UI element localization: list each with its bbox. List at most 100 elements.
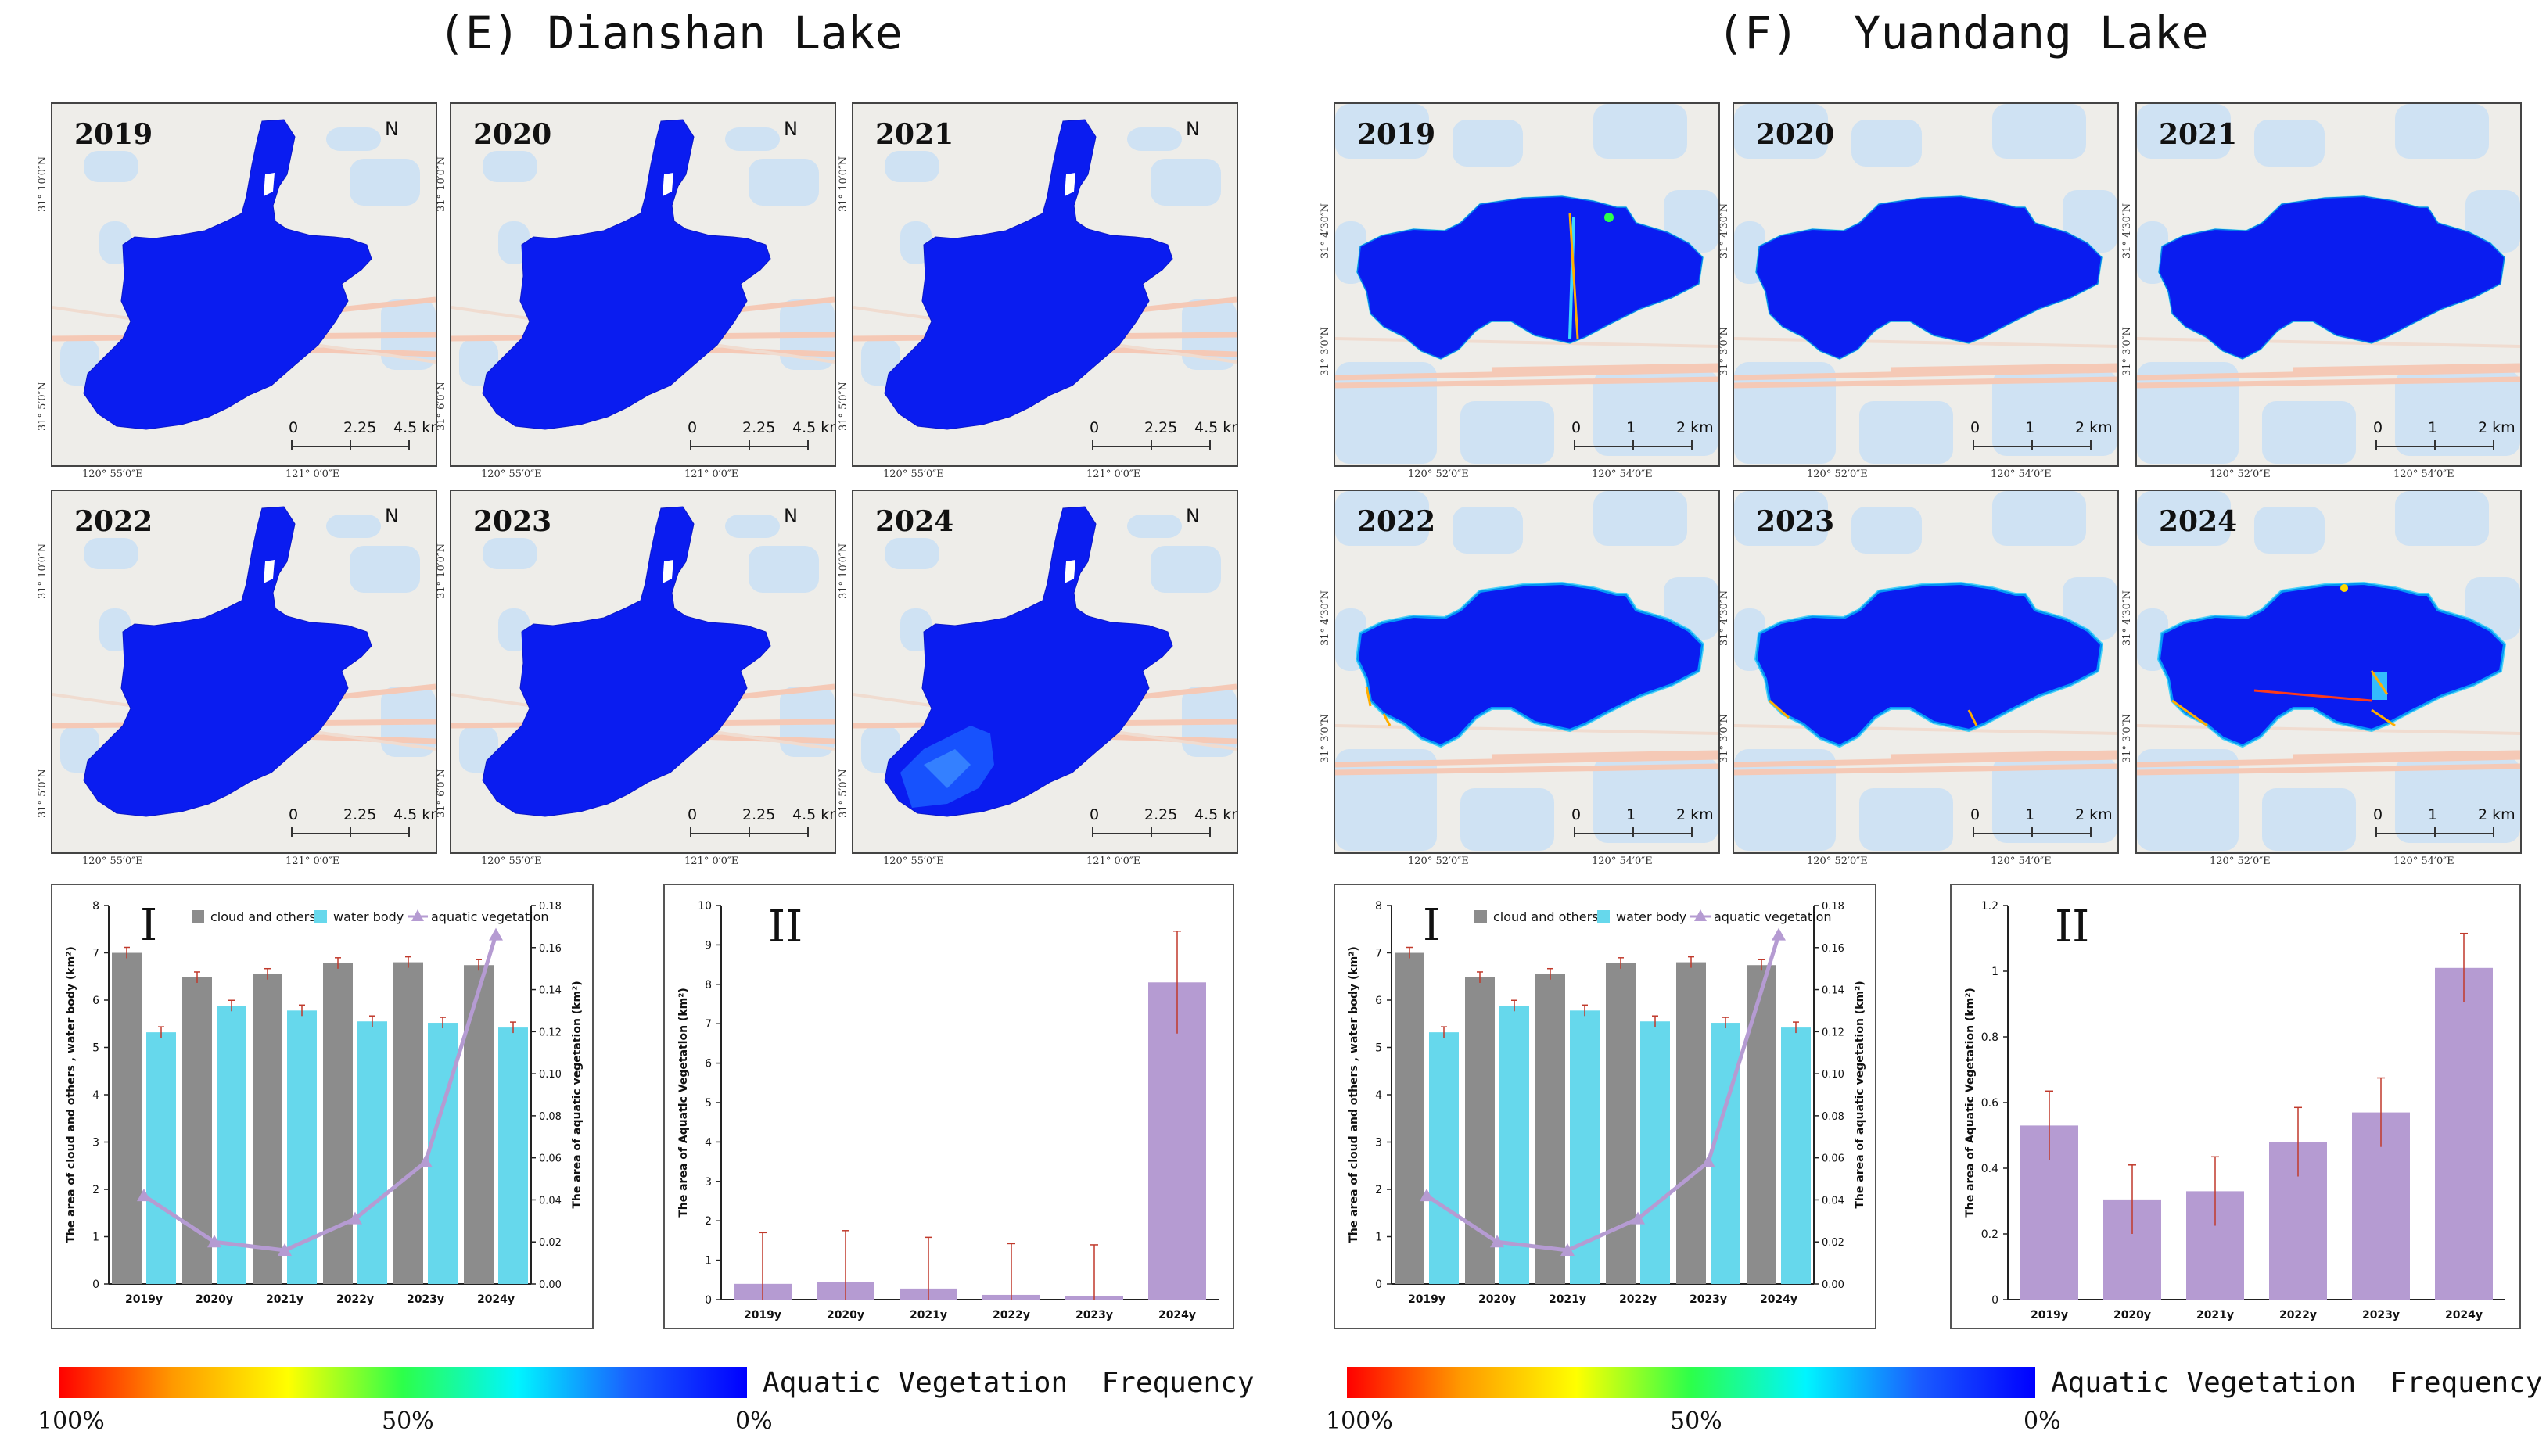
panel-e-chart-i: 0 1 2 3 4 5 6 7 8 0.00 0.02 0.04 0.06 0.08 0.10 0.12 0.1… bbox=[51, 884, 594, 1329]
longitude-label: 120° 54′0″E bbox=[1592, 468, 1653, 480]
y-right-tick-label: 0.10 bbox=[539, 1069, 562, 1081]
legend-label: cloud and others bbox=[1493, 909, 1599, 924]
bar-cloud-and-others bbox=[393, 962, 423, 1284]
x-tick-label: 2020y bbox=[196, 1293, 233, 1306]
colorbar-f-label: Aquatic Vegetation Frequency bbox=[2051, 1367, 2543, 1399]
latitude-label: 31° 4′30″N bbox=[2121, 590, 2133, 646]
longitude-label: 120° 55′0″E bbox=[883, 468, 944, 480]
latitude-label: 31° 6′0″N bbox=[436, 382, 447, 431]
north-arrow-icon: N bbox=[375, 118, 409, 140]
map-f-2020: 2020 0 1 2 km bbox=[1733, 102, 2119, 467]
north-arrow-label: N bbox=[1186, 118, 1200, 140]
panel-f-chart-ii: 0 0.2 0.4 0.6 0.8 1 1.2 2019y 2020y 2021y 2022y 202… bbox=[1950, 884, 2521, 1329]
bar-cloud-and-others bbox=[323, 963, 353, 1284]
bar-water-body bbox=[1640, 1021, 1670, 1284]
marker-aquatic-vegetation bbox=[1631, 1211, 1645, 1225]
scale-bar: 0 2.25 4.5 km bbox=[284, 799, 436, 841]
latitude-label: 31° 10′0″N bbox=[838, 543, 849, 599]
longitude-label: 120° 52′0″E bbox=[2210, 468, 2271, 480]
longitude-label: 120° 54′0″E bbox=[1592, 855, 1653, 867]
longitude-label: 121° 0′0″E bbox=[684, 468, 739, 480]
scale-bar: 0 2.25 4.5 km bbox=[683, 412, 835, 454]
panel-f-chart-i: 0 1 2 3 4 5 6 7 8 0.00 0.02 0.04 0.06 0.08 0.10 0.12 0.1… bbox=[1334, 884, 1876, 1329]
panel-e-title: (E) Dianshan Lake bbox=[438, 6, 903, 59]
colorbar-e-tick-100: 100% bbox=[38, 1408, 105, 1435]
y-tick-label: 0.2 bbox=[1981, 1228, 1998, 1241]
x-tick-label: 2023y bbox=[2362, 1309, 2400, 1322]
scale-label: 1 bbox=[1626, 419, 1636, 436]
map-canvas bbox=[853, 104, 1237, 465]
bar-water-body bbox=[1711, 1023, 1740, 1284]
y-tick-label: 5 bbox=[705, 1097, 712, 1110]
scale-bar: 0 2.25 4.5 km bbox=[284, 412, 436, 454]
x-tick-label: 2024y bbox=[1158, 1309, 1196, 1322]
map-canvas bbox=[853, 491, 1237, 852]
bar-water-body bbox=[498, 1027, 528, 1284]
north-arrow-label: N bbox=[784, 118, 798, 140]
colorbar-e bbox=[59, 1367, 747, 1398]
north-arrow-label: N bbox=[385, 118, 399, 140]
latitude-label: 31° 5′0″N bbox=[838, 769, 849, 818]
colorbar-f bbox=[1347, 1367, 2035, 1398]
map-year-label: 2021 bbox=[2159, 118, 2238, 151]
map-year-label: 2024 bbox=[2159, 505, 2238, 538]
map-year-label: 2019 bbox=[1357, 118, 1436, 151]
colorbar-f-tick-100: 100% bbox=[1326, 1408, 1393, 1435]
map-year-label: 2022 bbox=[1357, 505, 1436, 538]
latitude-label: 31° 3′0″N bbox=[1718, 327, 1730, 376]
y-tick-label: 0.4 bbox=[1981, 1163, 1998, 1175]
y-right-tick-label: 0.02 bbox=[1822, 1237, 1844, 1249]
x-tick-label: 2023y bbox=[1690, 1293, 1727, 1306]
map-year-label: 2024 bbox=[875, 505, 954, 538]
scale-label: 2 km bbox=[2075, 419, 2113, 436]
north-arrow-icon: N bbox=[774, 118, 808, 140]
x-tick-label: 2019y bbox=[744, 1309, 781, 1322]
map-e-2019: 2019 N 0 2.25 4.5 km bbox=[51, 102, 437, 467]
y-tick-label: 5 bbox=[1375, 1042, 1382, 1055]
longitude-label: 120° 54′0″E bbox=[2393, 855, 2454, 867]
map-canvas bbox=[451, 491, 835, 852]
latitude-label: 31° 5′0″N bbox=[37, 382, 48, 431]
scale-label: 1 bbox=[2025, 806, 2034, 823]
longitude-label: 121° 0′0″E bbox=[285, 468, 340, 480]
y-tick-label: 2 bbox=[92, 1184, 99, 1196]
scale-label: 1 bbox=[1626, 806, 1636, 823]
legend-label: aquatic vegetation bbox=[431, 909, 549, 924]
longitude-label: 121° 0′0″E bbox=[285, 855, 340, 867]
y-tick-label: 0 bbox=[705, 1294, 712, 1307]
y-tick-label: 4 bbox=[705, 1136, 712, 1149]
map-e-2020: 2020 N 0 2.25 4.5 km bbox=[450, 102, 836, 467]
legend-swatch bbox=[192, 910, 204, 923]
y-tick-label: 1.2 bbox=[1981, 900, 1998, 913]
bar-cloud-and-others bbox=[1395, 952, 1424, 1284]
scale-label: 2.25 bbox=[742, 806, 775, 823]
latitude-label: 31° 6′0″N bbox=[436, 769, 447, 818]
latitude-label: 31° 3′0″N bbox=[1320, 327, 1331, 376]
latitude-label: 31° 10′0″N bbox=[37, 156, 48, 212]
longitude-label: 120° 52′0″E bbox=[1408, 468, 1469, 480]
map-f-2022: 2022 0 1 2 km bbox=[1334, 490, 1720, 854]
map-f-2021: 2021 0 1 2 km bbox=[2135, 102, 2522, 467]
map-year-label: 2021 bbox=[875, 118, 954, 151]
map-year-label: 2020 bbox=[473, 118, 552, 151]
y-right-tick-label: 0.14 bbox=[1822, 985, 1844, 997]
bar-cloud-and-others bbox=[253, 974, 282, 1284]
y-axis-label: The area of cloud and others , water bod… bbox=[65, 946, 77, 1243]
latitude-label: 31° 3′0″N bbox=[2121, 327, 2133, 376]
marker-aquatic-vegetation bbox=[1560, 1243, 1575, 1256]
y-tick-label: 2 bbox=[705, 1215, 712, 1228]
map-year-label: 2020 bbox=[1756, 118, 1835, 151]
x-tick-label: 2024y bbox=[477, 1293, 515, 1306]
bar-water-body bbox=[146, 1032, 176, 1284]
y-tick-label: 7 bbox=[92, 948, 99, 960]
y-right-tick-label: 0.00 bbox=[539, 1279, 562, 1291]
marker-aquatic-vegetation bbox=[1772, 927, 1786, 941]
longitude-label: 121° 0′0″E bbox=[1086, 855, 1141, 867]
y-right-tick-label: 0.02 bbox=[539, 1237, 562, 1249]
scale-label: 2.25 bbox=[742, 419, 775, 436]
y-tick-label: 0 bbox=[1991, 1294, 1998, 1307]
y-tick-label: 7 bbox=[1375, 948, 1382, 960]
marker-aquatic-vegetation bbox=[1420, 1189, 1434, 1202]
bar-water-body bbox=[1781, 1027, 1811, 1284]
scale-label: 1 bbox=[2428, 806, 2437, 823]
